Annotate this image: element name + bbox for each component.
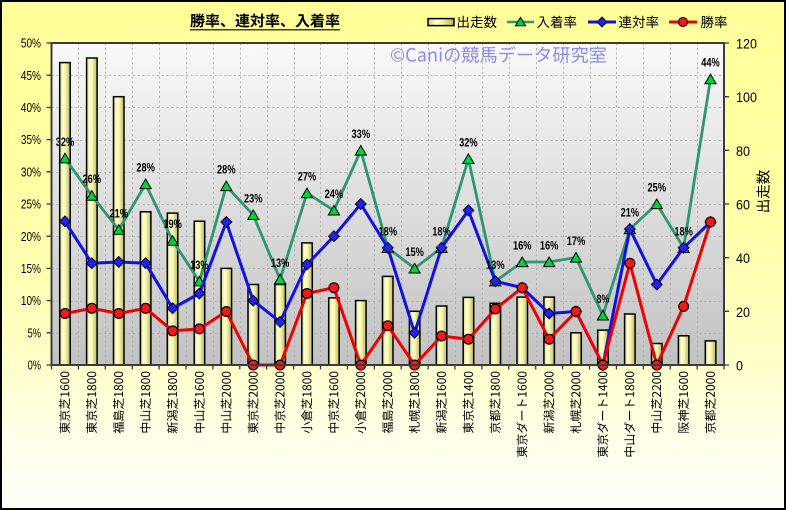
svg-text:60: 60 [736,198,750,213]
svg-text:13%: 13% [190,258,209,272]
svg-text:0%: 0% [28,359,41,373]
svg-text:45%: 45% [21,69,41,83]
svg-text:16%: 16% [513,239,532,253]
svg-text:21%: 21% [621,206,640,220]
svg-text:30%: 30% [21,165,41,179]
svg-text:80: 80 [736,144,750,159]
svg-text:18%: 18% [674,224,693,238]
svg-text:25%: 25% [648,181,667,195]
svg-text:32%: 32% [459,135,478,149]
svg-text:25%: 25% [21,198,41,212]
svg-text:35%: 35% [21,133,41,147]
svg-text:10%: 10% [21,294,41,308]
svg-text:40: 40 [736,251,750,266]
svg-text:33%: 33% [352,127,371,141]
svg-text:15%: 15% [21,262,41,276]
svg-text:24%: 24% [325,187,344,201]
svg-text:26%: 26% [83,172,102,186]
svg-text:8%: 8% [597,292,610,306]
svg-text:120: 120 [736,37,757,52]
svg-text:40%: 40% [21,101,41,115]
svg-text:21%: 21% [110,206,129,220]
svg-text:20%: 20% [21,230,41,244]
svg-text:27%: 27% [298,170,317,184]
svg-text:28%: 28% [217,163,236,177]
svg-text:100: 100 [736,90,757,105]
svg-text:44%: 44% [701,56,720,70]
svg-text:17%: 17% [567,234,586,248]
svg-text:0: 0 [736,359,743,374]
svg-text:13%: 13% [271,256,290,270]
svg-text:18%: 18% [432,224,451,238]
svg-text:50%: 50% [21,37,41,51]
svg-text:19%: 19% [163,217,182,231]
svg-text:23%: 23% [244,191,263,205]
svg-text:13%: 13% [486,258,505,272]
svg-text:16%: 16% [540,239,559,253]
svg-text:15%: 15% [405,245,424,259]
svg-text:32%: 32% [56,135,75,149]
svg-text:5%: 5% [28,326,41,340]
svg-text:18%: 18% [379,224,398,238]
svg-text:20: 20 [736,305,750,320]
svg-text:28%: 28% [136,161,155,175]
